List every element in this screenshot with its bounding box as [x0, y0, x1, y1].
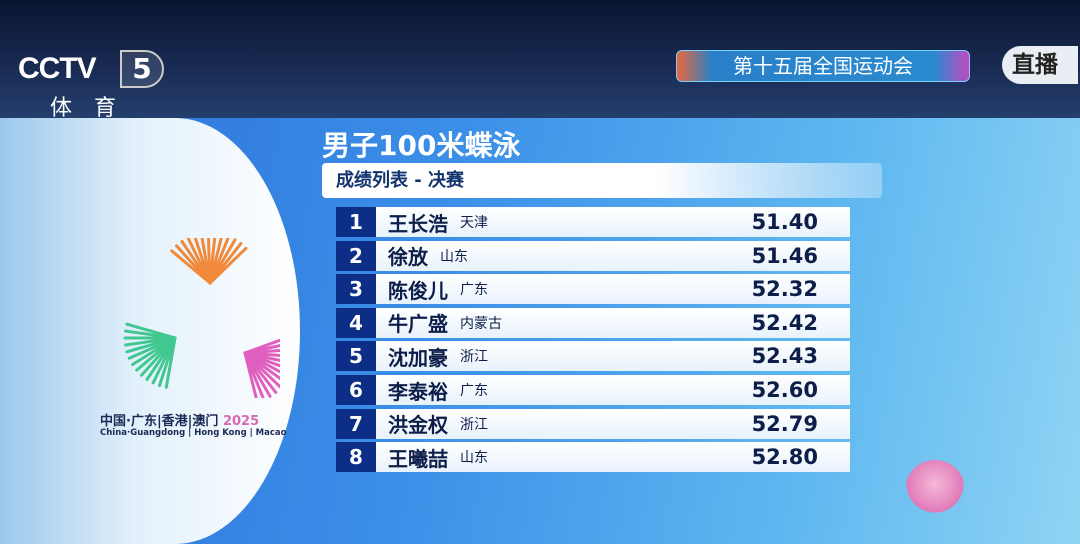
athlete-province: 浙江 [460, 349, 488, 366]
result-time: 52.79 [751, 411, 818, 436]
subtitle: 成绩列表 - 决赛 [322, 163, 882, 198]
athlete-province: 天津 [460, 215, 488, 231]
result-row: 1 王长浩 天津 51.40 [336, 207, 850, 237]
athlete-name: 王曦喆 [388, 446, 448, 471]
rank: 4 [336, 307, 376, 338]
logo-petal [208, 246, 248, 285]
logo-petal [125, 322, 177, 340]
result-time: 51.46 [751, 243, 818, 268]
athlete-bar: 王曦喆 山东 52.80 [376, 442, 850, 473]
athlete-name: 陈俊儿 [388, 278, 448, 303]
rank: 1 [336, 207, 376, 237]
athlete-bar: 李泰裕 广东 52.60 [376, 375, 850, 405]
rank: 5 [336, 341, 376, 372]
result-time: 52.32 [751, 277, 818, 302]
athlete-province: 山东 [440, 248, 468, 265]
athlete-name: 王长浩 [388, 211, 448, 236]
result-time: 52.42 [751, 310, 818, 335]
athlete-name: 牛广盛 [388, 312, 448, 337]
athlete-name: 沈加豪 [388, 345, 448, 370]
logo-caption-cn: 中国·广东|香港|澳门 2025 [100, 410, 259, 429]
page-title: 男子100米蝶泳 [322, 129, 521, 162]
games-logo [123, 238, 280, 398]
logo-petal [243, 351, 258, 398]
rank: 3 [336, 274, 376, 305]
athlete-bar: 牛广盛 内蒙古 52.42 [376, 307, 850, 338]
athlete-province: 广东 [460, 282, 488, 299]
athlete-province: 浙江 [460, 416, 488, 433]
rank: 2 [336, 240, 376, 271]
result-row: 5 沈加豪 浙江 52.43 [336, 341, 850, 372]
logo-cn-text: 中国·广东|香港|澳门 [100, 414, 219, 429]
result-row: 6 李泰裕 广东 52.60 [336, 375, 850, 405]
result-time: 52.80 [751, 445, 818, 470]
result-row: 7 洪金权 浙江 52.79 [336, 408, 850, 439]
rank: 6 [336, 375, 376, 405]
athlete-bar: 王长浩 天津 51.40 [376, 207, 850, 237]
mascot-icon [905, 460, 965, 520]
logo-caption-en: China·Guangdong | Hong Kong | Macao [100, 428, 287, 438]
athlete-bar: 沈加豪 浙江 52.43 [376, 341, 850, 372]
event-banner: 第十五届全国运动会 [676, 50, 970, 82]
rank: 8 [336, 442, 376, 473]
result-row: 2 徐放 山东 51.46 [336, 240, 850, 271]
result-row: 3 陈俊儿 广东 52.32 [336, 274, 850, 305]
channel-number: 5 [120, 50, 164, 88]
result-row: 8 王曦喆 山东 52.80 [336, 442, 850, 473]
athlete-province: 山东 [460, 450, 488, 467]
channel-brand: CCTV [18, 52, 97, 85]
athlete-bar: 陈俊儿 广东 52.32 [376, 274, 850, 305]
athlete-bar: 徐放 山东 51.46 [376, 240, 850, 271]
athlete-bar: 洪金权 浙江 52.79 [376, 408, 850, 439]
rank: 7 [336, 408, 376, 439]
result-time: 52.43 [751, 344, 818, 369]
athlete-name: 徐放 [388, 245, 428, 270]
channel-name: 体育 [50, 96, 139, 121]
athlete-province: 内蒙古 [460, 315, 502, 332]
athlete-province: 广东 [460, 383, 488, 399]
athlete-name: 洪金权 [388, 413, 448, 438]
live-badge: 直播 [1002, 46, 1078, 84]
result-time: 52.60 [751, 378, 818, 402]
result-time: 51.40 [751, 210, 818, 234]
logo-year: 2025 [222, 414, 260, 429]
result-row: 4 牛广盛 内蒙古 52.42 [336, 307, 850, 338]
athlete-name: 李泰裕 [388, 379, 448, 404]
